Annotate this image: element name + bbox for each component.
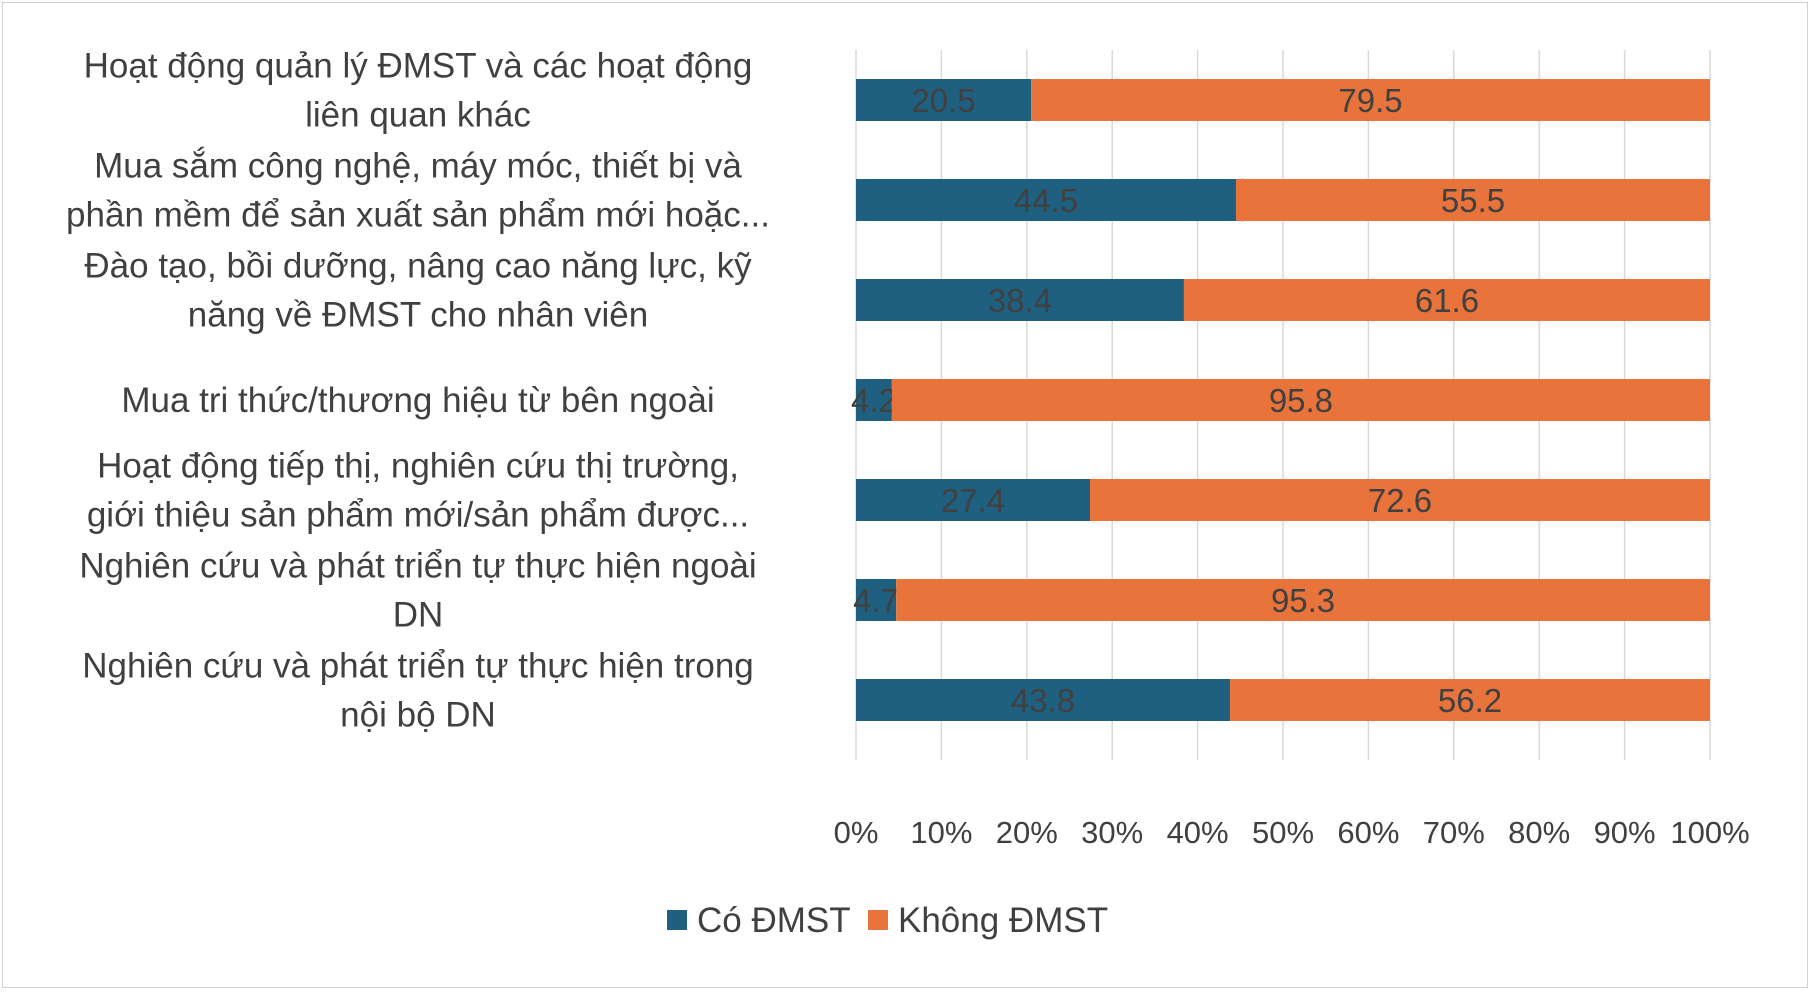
- legend-swatch: [868, 910, 888, 930]
- data-label: 4.7: [853, 582, 899, 619]
- data-label: 95.3: [1271, 582, 1335, 619]
- bar-segment: [896, 579, 1710, 621]
- x-tick-label: 10%: [910, 815, 972, 850]
- category-label: DN: [393, 596, 444, 635]
- bar-segment: [856, 679, 1231, 721]
- bar-segment: [1183, 279, 1710, 321]
- category-label: Đào tạo, bồi dưỡng, nâng cao năng lực, k…: [84, 247, 752, 286]
- category-label: giới thiệu sản phẩm mới/sản phẩm được...: [87, 496, 749, 535]
- legend-label: Có ĐMST: [697, 901, 851, 940]
- x-tick-label: 70%: [1423, 815, 1485, 850]
- legend-swatch: [667, 910, 687, 930]
- bar-segment: [856, 379, 892, 421]
- category-label: phần mềm để sản xuất sản phẩm mới hoặc..…: [66, 196, 770, 235]
- bar-segment: [856, 79, 1032, 121]
- x-tick-label: 90%: [1594, 815, 1656, 850]
- data-label: 27.4: [941, 482, 1005, 519]
- data-label: 79.5: [1338, 82, 1402, 119]
- bar-segment: [1089, 479, 1710, 521]
- bar-segment: [1230, 679, 1710, 721]
- legend-label: Không ĐMST: [898, 901, 1108, 940]
- data-label: 43.8: [1011, 682, 1075, 719]
- x-tick-label: 50%: [1252, 815, 1314, 850]
- bar-segment: [1236, 179, 1710, 221]
- x-tick-label: 60%: [1337, 815, 1399, 850]
- bar-segment: [856, 579, 897, 621]
- data-label: 95.8: [1269, 382, 1333, 419]
- x-tick-label: 80%: [1508, 815, 1570, 850]
- data-label: 55.5: [1441, 182, 1505, 219]
- data-label: 4.2: [851, 382, 897, 419]
- x-tick-label: 20%: [996, 815, 1058, 850]
- category-label: Hoạt động tiếp thị, nghiên cứu thị trườn…: [97, 447, 739, 486]
- bar-segment: [891, 379, 1710, 421]
- category-label: liên quan khác: [305, 96, 531, 135]
- data-label: 20.5: [911, 82, 975, 119]
- category-label: Hoạt động quản lý ĐMST và các hoạt động: [84, 47, 753, 86]
- x-tick-labels: 0% 10% 20% 30% 40% 50% 60% 70% 80% 90% 100%: [834, 815, 1750, 850]
- data-label: 56.2: [1438, 682, 1502, 719]
- legend: Có ĐMST Không ĐMST: [667, 901, 1108, 940]
- data-label: 72.6: [1368, 482, 1432, 519]
- data-label: 61.6: [1415, 282, 1479, 319]
- category-label: Mua sắm công nghệ, máy móc, thiết bị và: [94, 147, 742, 186]
- x-tick-label: 30%: [1081, 815, 1143, 850]
- bar-segment: [1031, 79, 1710, 121]
- category-label: năng về ĐMST cho nhân viên: [188, 296, 648, 335]
- data-label: 44.5: [1014, 182, 1078, 219]
- category-labels: Hoạt động quản lý ĐMST và các hoạt động l…: [66, 47, 770, 735]
- bar-segment: [856, 479, 1090, 521]
- bar-segment: [856, 179, 1237, 221]
- bar-segment: [856, 279, 1184, 321]
- x-tick-label: 40%: [1167, 815, 1229, 850]
- x-tick-label: 100%: [1670, 815, 1749, 850]
- data-label: 38.4: [988, 282, 1052, 319]
- category-label: Nghiên cứu và phát triển tự thực hiện ng…: [79, 547, 756, 586]
- bars: 20.5 79.5 44.5 55.5 38.4 61.6 4.2 95.8 27.4 72.6 4…: [851, 79, 1710, 721]
- category-label: Mua tri thức/thương hiệu từ bên ngoài: [121, 381, 714, 420]
- category-label: nội bộ DN: [340, 696, 496, 735]
- x-tick-label: 0%: [834, 815, 879, 850]
- category-label: Nghiên cứu và phát triển tự thực hiện tr…: [82, 647, 754, 686]
